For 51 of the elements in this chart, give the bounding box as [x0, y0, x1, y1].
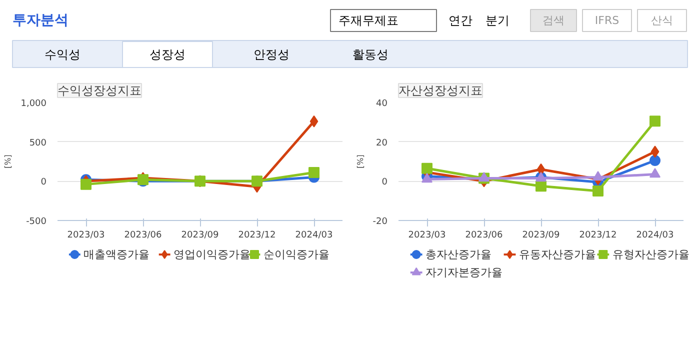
chart-title: 수익성장성지표	[58, 84, 142, 98]
y-tick-label: 0	[40, 178, 47, 188]
text: 산식	[651, 14, 673, 27]
point	[650, 168, 660, 178]
x-tick-label: 2023/06	[124, 230, 162, 240]
point	[536, 180, 546, 192]
text: 검색	[542, 14, 564, 27]
text: 활동성	[352, 48, 388, 62]
point	[422, 162, 432, 174]
text: 투자분석	[12, 12, 68, 28]
y-axis-title: [%]	[4, 154, 13, 168]
y-tick-label: 500	[29, 138, 47, 148]
x-tick-label: 2023/12	[579, 230, 617, 240]
y-tick-label: -500	[26, 217, 47, 227]
y-tick-label: -20	[372, 217, 388, 227]
legend-label: 매출액증가율	[84, 248, 150, 261]
point	[592, 170, 604, 181]
text: 분기	[486, 14, 510, 28]
point	[650, 146, 660, 158]
y-tick-label: 20	[376, 138, 388, 148]
x-tick-label: 2023/03	[67, 230, 105, 240]
x-tick-label: 2024/03	[636, 230, 674, 240]
text: 수익성	[44, 48, 80, 62]
x-tick-label: 2023/09	[522, 230, 560, 240]
y-tick-label: 40	[376, 99, 388, 109]
point	[650, 155, 660, 166]
legend-label: 순이익증가율	[263, 248, 330, 261]
point	[308, 167, 320, 178]
y-tick-label: 1,000	[20, 99, 47, 109]
legend-label: 자기자본증가율	[426, 266, 503, 279]
legend-label: 총자산증가율	[426, 248, 492, 261]
text: 성장성	[150, 48, 186, 62]
legend-label: 유동자산증가율	[519, 248, 596, 261]
legend-label: 유형자산증가율	[612, 248, 690, 261]
legend-label: 영업이익증가율	[174, 248, 251, 261]
x-tick-label: 2023/06	[465, 230, 503, 240]
point	[592, 186, 604, 196]
point	[310, 115, 318, 128]
text: IFRS	[594, 14, 620, 27]
text: 연간	[448, 14, 472, 28]
chart-title: 자산성장성지표	[398, 84, 482, 98]
x-tick-label: 2024/03	[295, 230, 333, 240]
x-tick-label: 2023/12	[238, 230, 276, 240]
x-tick-label: 2023/09	[181, 230, 219, 240]
y-axis-title: [%]	[356, 154, 365, 168]
point	[80, 178, 92, 190]
text: 주재무제표	[338, 14, 398, 28]
text: 안정성	[254, 48, 290, 62]
x-tick-label: 2023/03	[408, 230, 446, 240]
y-tick-label: 0	[382, 178, 388, 188]
point	[650, 116, 660, 127]
